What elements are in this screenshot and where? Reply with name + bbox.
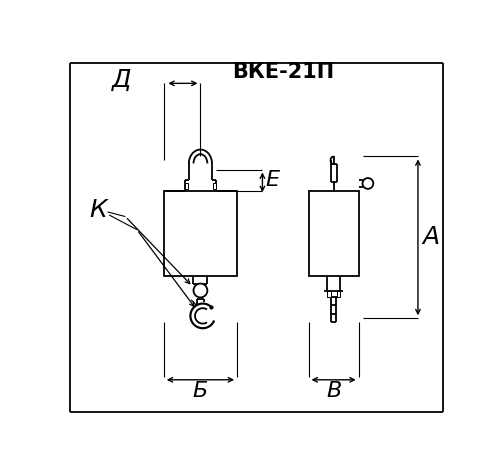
Circle shape [362, 178, 374, 189]
Bar [185, 183, 188, 189]
Text: Д: Д [112, 68, 131, 92]
Bar [308, 191, 358, 276]
Bar [212, 183, 216, 189]
Text: В: В [326, 381, 342, 401]
Text: К: К [90, 198, 108, 222]
Text: А: А [422, 225, 440, 250]
Text: ВКЕ-21П: ВКЕ-21П [232, 62, 334, 82]
Circle shape [194, 283, 207, 298]
Text: Б: Б [193, 381, 208, 401]
Bar [336, 291, 340, 298]
Bar [328, 291, 330, 298]
Text: Е: Е [266, 170, 280, 190]
Bar [164, 191, 237, 276]
